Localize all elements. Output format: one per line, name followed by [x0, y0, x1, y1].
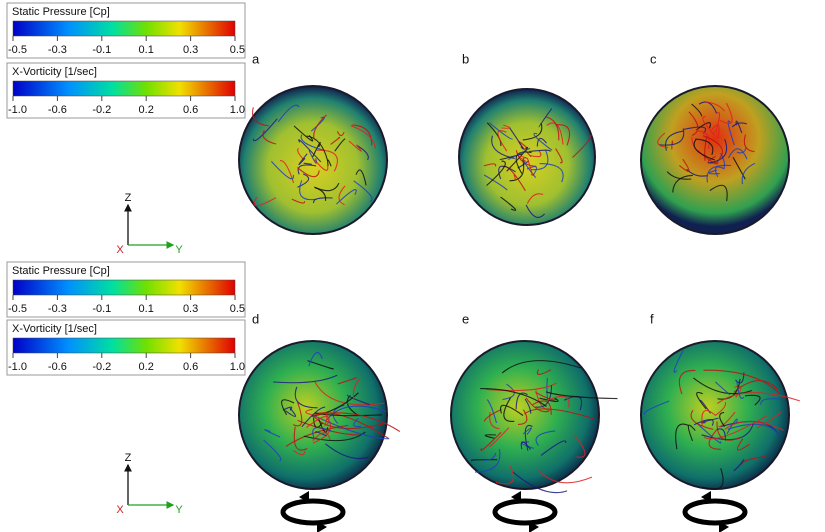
colorbar-title: X-Vorticity [1/sec]	[12, 323, 97, 335]
colorbar-tick-label: 0.6	[183, 104, 198, 116]
rotation-arrow	[701, 491, 729, 532]
x-axis-label: X	[116, 504, 124, 516]
x-axis-label: X	[116, 244, 124, 256]
colorbar-tick-label: 1.0	[230, 104, 245, 116]
rotation-ring	[495, 501, 555, 523]
colorbar-tick-label: -0.3	[48, 303, 67, 315]
sphere	[239, 86, 387, 234]
panel-label: d	[252, 311, 259, 326]
sphere	[641, 86, 789, 234]
rotation-arrow	[299, 491, 327, 532]
colorbar-tick-label: -0.2	[92, 361, 111, 373]
colorbar-tick-label: -1.0	[8, 104, 27, 116]
sphere	[459, 89, 595, 225]
colorbar-title: X-Vorticity [1/sec]	[12, 66, 97, 78]
panel-label: e	[462, 311, 469, 326]
colorbar	[13, 21, 235, 36]
panel-label: f	[650, 311, 654, 326]
colorbar-tick-label: 0.3	[183, 303, 198, 315]
colorbar-tick-label: -0.3	[48, 44, 67, 56]
colorbar-tick-label: 0.5	[230, 44, 245, 56]
colorbar-tick-label: -1.0	[8, 361, 27, 373]
colorbar-tick-label: 0.3	[183, 44, 198, 56]
colorbar	[13, 280, 235, 295]
colorbar-tick-label: -0.6	[48, 361, 67, 373]
colorbar-tick-label: 0.1	[139, 303, 154, 315]
colorbar-tick-label: 0.2	[139, 361, 154, 373]
panel-label: a	[252, 51, 260, 66]
rotation-icons	[283, 491, 745, 532]
rotation-ring	[283, 501, 343, 523]
y-axis-label: Y	[175, 244, 183, 256]
z-axis-label: Z	[125, 452, 132, 464]
colorbar	[13, 338, 235, 353]
colorbar-tick-label: -0.5	[8, 303, 27, 315]
colorbar-tick-label: -0.1	[92, 303, 111, 315]
colorbar-tick-label: -0.6	[48, 104, 67, 116]
colorbar-tick-label: 0.6	[183, 361, 198, 373]
y-axis-label: Y	[175, 504, 183, 516]
z-axis-label: Z	[125, 192, 132, 204]
colorbar	[13, 81, 235, 96]
figure: Static Pressure [Cp] -0.5 -0.3 -0.1 0.1 0.3 0.…	[0, 0, 825, 532]
colorbar-title: Static Pressure [Cp]	[12, 265, 110, 277]
colorbar-tick-label: 0.5	[230, 303, 245, 315]
colorbar-title: Static Pressure [Cp]	[12, 6, 110, 18]
rotation-ring	[685, 501, 745, 523]
colorbar-tick-label: 1.0	[230, 361, 245, 373]
panel-label: b	[462, 51, 469, 66]
spheres	[239, 86, 800, 493]
colorbar-tick-label: 0.2	[139, 104, 154, 116]
sphere	[451, 341, 599, 489]
colorbar-tick-label: -0.1	[92, 44, 111, 56]
colorbar-tick-label: -0.5	[8, 44, 27, 56]
colorbar-tick-label: 0.1	[139, 44, 154, 56]
panel-label: c	[650, 51, 657, 66]
rotation-arrow	[511, 491, 539, 532]
colorbar-tick-label: -0.2	[92, 104, 111, 116]
